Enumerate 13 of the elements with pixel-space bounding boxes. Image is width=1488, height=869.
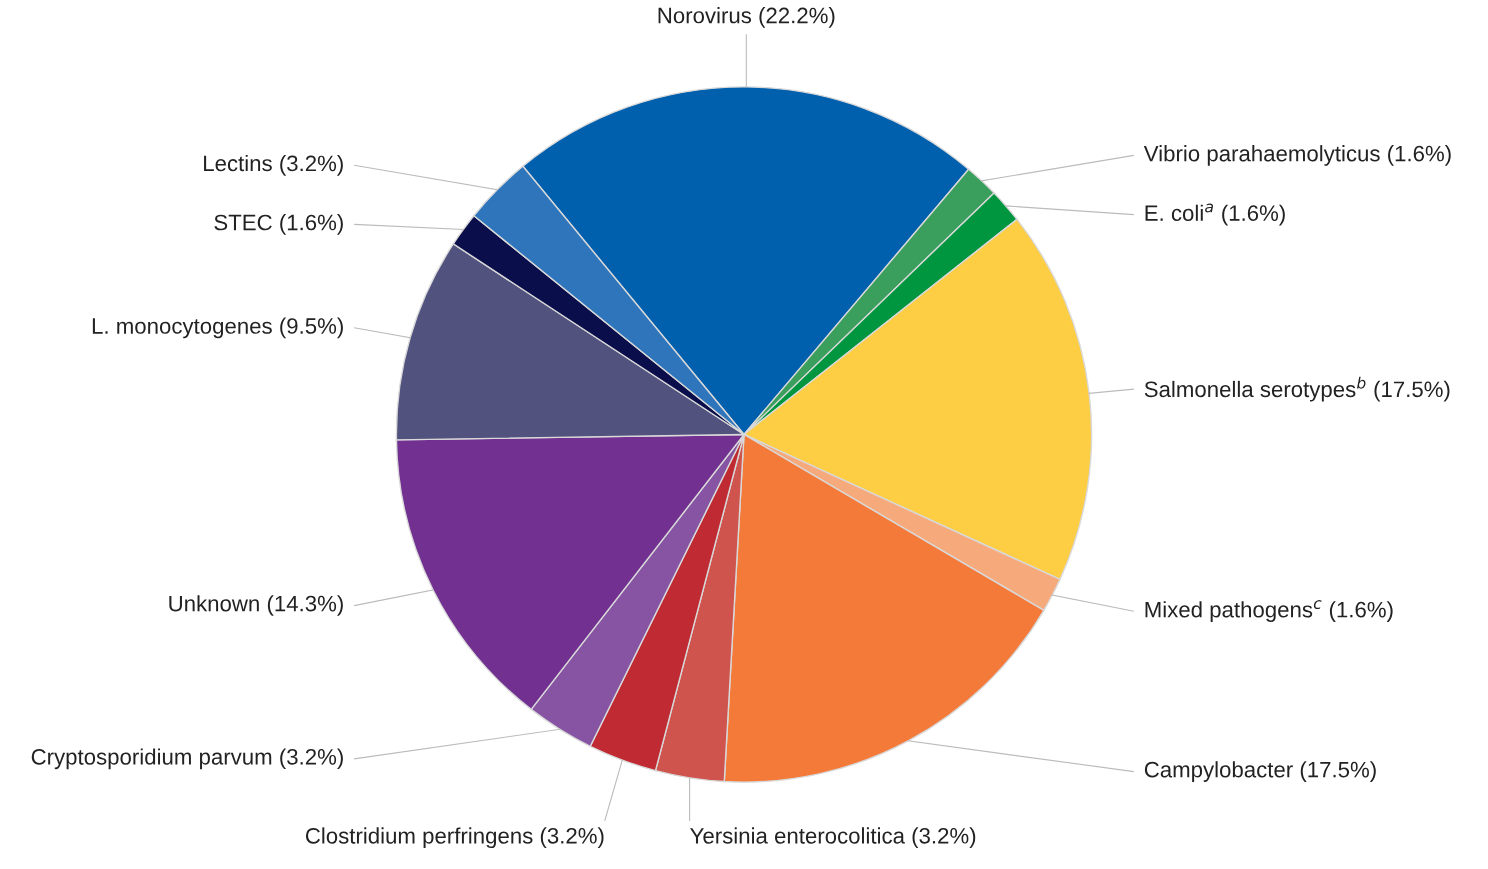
- slice-label: L. monocytogenes (9.5%): [92, 317, 343, 339]
- slice-label: Cryptosporidium parvum (3.2%): [31, 748, 343, 770]
- slice-label: Clostridium perfringens (3.2%): [305, 827, 604, 849]
- slice-label: Lectins (3.2%): [204, 154, 343, 176]
- slice-label: Vibrio parahaemolyticus (1.6%): [1143, 145, 1451, 166]
- slice-label: E. coli$^{a}$ (1.6%): [1145, 203, 1285, 226]
- slice-label: Salmonella serotypes$^{b}$ (17.5%): [1144, 376, 1450, 402]
- slice-label: Norovirus (22.2%): [658, 7, 835, 28]
- slice-label: Unknown (14.3%): [169, 595, 343, 616]
- slice-label: STEC (1.6%): [214, 214, 343, 235]
- slice-label: Mixed pathogens$^{c}$ (1.6%): [1145, 600, 1393, 622]
- slice-label: Campylobacter (17.5%): [1144, 761, 1376, 782]
- slice-label: Yersinia enterocolitica (3.2%): [690, 827, 976, 849]
